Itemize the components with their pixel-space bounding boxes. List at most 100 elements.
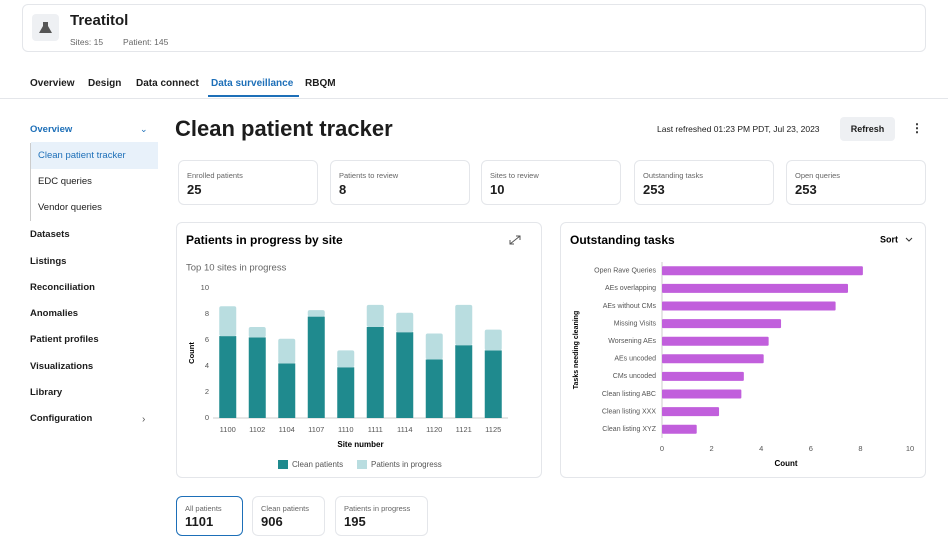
y-tick-label: Clean listing ABC bbox=[602, 391, 656, 398]
legend-label: Patients in progress bbox=[371, 460, 442, 469]
sort-chevron bbox=[905, 237, 913, 242]
summary-value: 195 bbox=[344, 514, 366, 529]
summary-card[interactable]: Clean patients 906 bbox=[252, 496, 325, 536]
summary-card[interactable]: Patients in progress 195 bbox=[335, 496, 428, 536]
bar bbox=[662, 424, 697, 434]
chevron: › bbox=[142, 414, 146, 425]
bar-segment bbox=[278, 338, 296, 364]
y-tick-label: 4 bbox=[205, 361, 209, 370]
bar-segment bbox=[425, 359, 443, 418]
tab-underline bbox=[208, 95, 299, 97]
tab[interactable]: Overview bbox=[30, 78, 75, 89]
app-icon bbox=[32, 14, 59, 41]
x-tick-label: 1120 bbox=[426, 425, 442, 434]
x-tick-label: 1114 bbox=[397, 425, 413, 434]
x-tick-label: 1100 bbox=[220, 425, 236, 434]
nav-item[interactable]: Overview bbox=[30, 124, 73, 135]
x-tick-label: 10 bbox=[906, 444, 914, 453]
nav-item[interactable]: Patient profiles bbox=[30, 334, 99, 346]
stat-label: Open queries bbox=[795, 171, 841, 180]
nav-item[interactable]: Anomalies bbox=[30, 308, 79, 320]
bar-segment bbox=[484, 350, 502, 418]
bar-segment bbox=[337, 367, 355, 418]
chart-subtitle: Top 10 sites in progress bbox=[186, 263, 287, 274]
bar-segment bbox=[425, 333, 443, 360]
nav-subitem[interactable]: EDC queries bbox=[38, 176, 92, 188]
bar-segment bbox=[396, 312, 414, 333]
x-axis-label: Site number bbox=[337, 440, 383, 449]
bar-segment bbox=[366, 327, 384, 418]
y-tick-label: 8 bbox=[205, 309, 209, 318]
nav-item[interactable]: Visualizations bbox=[30, 360, 94, 372]
nav-subitem[interactable]: Clean patient tracker bbox=[31, 141, 158, 169]
chart-title: Patients in progress by site bbox=[186, 233, 343, 247]
bar-segment bbox=[278, 363, 296, 418]
refresh-button[interactable]: Refresh bbox=[840, 117, 895, 141]
x-tick-label: 6 bbox=[809, 444, 813, 453]
stat-card: Patients to review 8 bbox=[330, 160, 470, 205]
submenu-line bbox=[30, 143, 31, 221]
bar bbox=[662, 283, 848, 293]
y-axis-label: Count bbox=[187, 342, 196, 364]
stat-value: 10 bbox=[490, 182, 505, 197]
tab[interactable]: Data connect bbox=[136, 78, 199, 89]
sort-button[interactable]: Sort bbox=[880, 234, 898, 244]
page-title: Clean patient tracker bbox=[175, 116, 393, 141]
stat-value: 253 bbox=[643, 182, 665, 197]
x-tick-label: 1111 bbox=[368, 425, 383, 434]
sites: Sites: 15 bbox=[70, 37, 104, 47]
nav-item[interactable]: Listings bbox=[30, 255, 67, 267]
bar bbox=[662, 266, 863, 276]
divider bbox=[0, 98, 948, 99]
more-menu[interactable]: ⋮ bbox=[911, 121, 923, 135]
bar-segment bbox=[219, 306, 237, 337]
summary-card[interactable]: All patients 1101 bbox=[176, 496, 243, 536]
x-tick-label: 0 bbox=[660, 444, 664, 453]
bar-segment bbox=[248, 337, 266, 418]
bar-segment bbox=[484, 329, 502, 351]
nav-item[interactable]: Reconciliation bbox=[30, 281, 95, 293]
tab[interactable]: RBQM bbox=[305, 78, 336, 89]
nav-subitem[interactable]: Vendor queries bbox=[38, 202, 102, 214]
bar bbox=[662, 371, 744, 381]
stat-card: Open queries 253 bbox=[786, 160, 926, 205]
x-tick-label: 2 bbox=[710, 444, 714, 453]
y-tick-label: 2 bbox=[205, 387, 209, 396]
y-tick-label: AEs uncoded bbox=[614, 356, 656, 363]
chevron: ⌄ bbox=[140, 124, 148, 134]
chart-title: Outstanding tasks bbox=[570, 233, 675, 247]
stat-card: Enrolled patients 25 bbox=[178, 160, 318, 205]
x-tick-label: 1107 bbox=[308, 425, 324, 434]
stat-value: 8 bbox=[339, 182, 347, 197]
x-tick-label: 1125 bbox=[485, 425, 501, 434]
nav-item[interactable]: Configuration bbox=[30, 413, 93, 425]
stat-label: Enrolled patients bbox=[187, 171, 243, 180]
y-tick-label: 0 bbox=[205, 413, 209, 422]
bar bbox=[662, 407, 720, 417]
bar-segment bbox=[455, 345, 473, 418]
expand-icon[interactable] bbox=[509, 235, 521, 245]
bar bbox=[662, 301, 836, 311]
patients: Patient: 145 bbox=[123, 37, 169, 47]
summary-value: 1101 bbox=[185, 514, 214, 529]
icon bbox=[39, 22, 52, 33]
x-tick-label: 4 bbox=[759, 444, 763, 453]
tab[interactable]: Design bbox=[88, 78, 122, 89]
y-axis-label: Tasks needing cleaning bbox=[573, 311, 580, 389]
y-tick-label: Worsening AEs bbox=[608, 338, 656, 345]
nav-item[interactable]: Datasets bbox=[30, 229, 70, 241]
stat-card: Outstanding tasks 253 bbox=[634, 160, 774, 205]
stat-value: 25 bbox=[187, 182, 202, 197]
bar-segment bbox=[366, 304, 384, 327]
bar-segment bbox=[307, 310, 325, 317]
nav-item[interactable]: Library bbox=[30, 387, 63, 398]
bar-segment bbox=[337, 350, 355, 368]
stat-label: Outstanding tasks bbox=[643, 171, 704, 180]
stat-label: Sites to review bbox=[490, 171, 539, 180]
last-refreshed: Last refreshed 01:23 PM PDT, Jul 23, 202… bbox=[657, 124, 820, 134]
summary-label: Patients in progress bbox=[344, 504, 411, 513]
stat-value: 253 bbox=[795, 182, 817, 197]
legend-label: Clean patients bbox=[292, 460, 343, 469]
tab[interactable]: Data surveillance bbox=[211, 78, 294, 89]
